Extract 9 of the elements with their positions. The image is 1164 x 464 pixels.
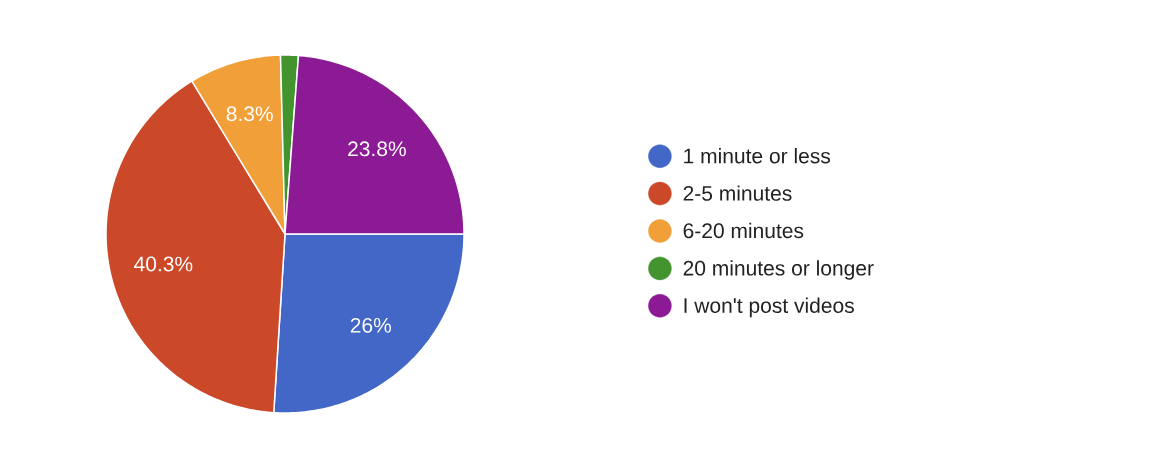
legend-label: 1 minute or less bbox=[684, 147, 831, 164]
data-label: 8.3% bbox=[226, 106, 273, 122]
legend-label: 6-20 minutes bbox=[683, 222, 804, 239]
legend-label: I won't post videos bbox=[684, 297, 854, 318]
data-label: 26% bbox=[350, 317, 392, 333]
legend-label: 2-5 minutes bbox=[683, 185, 792, 201]
legend-label: 20 minutes or longer bbox=[683, 260, 874, 280]
data-label: 40.3% bbox=[134, 256, 193, 272]
data-label: 23.8% bbox=[348, 141, 406, 157]
